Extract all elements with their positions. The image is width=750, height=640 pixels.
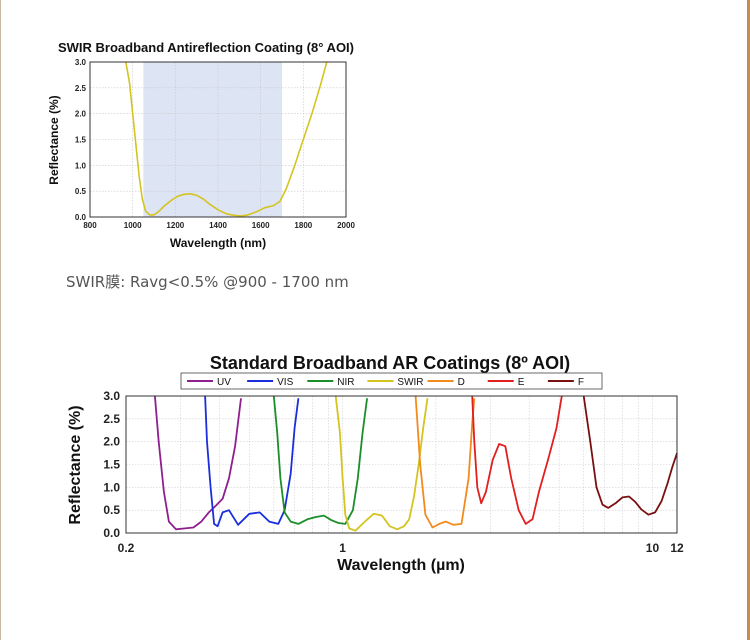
broadband-x-tick-label: 12: [670, 541, 684, 555]
legend-label: SWIR: [397, 377, 423, 388]
broadband-series-line-nir: [272, 395, 368, 525]
broadband-series-line-uv: [154, 395, 242, 531]
swir-x-axis-label: Wavelength (nm): [170, 236, 266, 250]
legend-label: NIR: [337, 377, 354, 388]
legend-item-f: F: [547, 377, 584, 388]
legend-label: E: [518, 377, 525, 388]
broadband-y-tick-label: 2.0: [103, 435, 120, 449]
swir-x-tick-label: 1600: [252, 221, 270, 230]
broadband-series-line-f: [582, 395, 678, 516]
legend-label: F: [578, 377, 584, 388]
broadband-y-tick-label: 3.0: [103, 389, 120, 403]
page-left-border: [0, 0, 1, 640]
broadband-plot-frame: [125, 395, 678, 534]
swir-chart-title: SWIR Broadband Antireflection Coating (8…: [58, 40, 354, 55]
swir-series-line: [125, 61, 328, 217]
broadband-series-line-d: [414, 395, 476, 529]
broadband-series-line-e: [471, 395, 563, 525]
legend-item-vis: VIS: [247, 377, 294, 388]
broadband-y-tick-label: 2.5: [103, 412, 120, 426]
broadband-x-tick-label: 1: [339, 541, 346, 555]
swir-x-tick-label: 1800: [294, 221, 312, 230]
broadband-y-tick-label: 0.5: [103, 503, 120, 517]
swir-y-tick-label: 2.5: [75, 84, 87, 93]
swir-y-tick-label: 1.5: [75, 136, 87, 145]
swir-series-group: [125, 61, 328, 217]
swir-tick-labels: 800 1000 1200 1400 1600 1800 2000 0.0 0.5 1.0 1.5 2…: [75, 58, 356, 230]
broadband-tick-labels: 0.2 1 10 12 0.0 0.5 1.0 1.5 2.0 2.5 3.0: [103, 389, 684, 555]
broadband-y-tick-label: 0.0: [103, 526, 120, 540]
swir-y-tick-label: 2.0: [75, 110, 87, 119]
broadband-ar-chart: Standard Broadband AR Coatings (8º AOI) …: [67, 353, 684, 574]
swir-y-tick-label: 0.0: [75, 213, 87, 222]
swir-y-tick-label: 0.5: [75, 187, 87, 196]
swir-reflectance-chart: SWIR Broadband Antireflection Coating (8…: [47, 40, 356, 250]
broadband-x-axis-label: Wavelength (µm): [337, 557, 465, 574]
broadband-x-tick-label: 0.2: [118, 541, 135, 555]
legend-item-uv: UV: [187, 377, 231, 388]
broadband-chart-title: Standard Broadband AR Coatings (8º AOI): [210, 353, 570, 373]
legend-item-nir: NIR: [307, 377, 355, 388]
legend-item-swir: SWIR: [367, 377, 424, 388]
broadband-x-tick-label: 10: [646, 541, 660, 555]
legend-label: D: [458, 377, 465, 388]
swir-x-tick-label: 1000: [124, 221, 142, 230]
swir-y-tick-label: 1.0: [75, 161, 87, 170]
broadband-series-group: [154, 395, 678, 532]
broadband-series-line-vis: [204, 395, 300, 528]
swir-x-tick-label: 1400: [209, 221, 227, 230]
swir-spec-caption: SWIR膜: Ravg<0.5% @900 - 1700 nm: [66, 273, 349, 291]
page-right-border: [747, 0, 750, 640]
broadband-y-tick-label: 1.5: [103, 458, 120, 472]
swir-y-axis-label: Reflectance (%): [47, 95, 61, 184]
swir-x-tick-label: 2000: [337, 221, 355, 230]
legend-label: UV: [217, 377, 231, 388]
swir-x-tick-label: 1200: [166, 221, 184, 230]
swir-plot-frame: [89, 61, 347, 218]
broadband-series-line-swir: [334, 395, 429, 532]
broadband-legend: UV VIS NIR SWIR D E F: [180, 372, 603, 390]
legend-label: VIS: [277, 377, 293, 388]
broadband-y-axis-label: Reflectance (%): [67, 405, 84, 524]
legend-item-e: E: [487, 377, 525, 388]
swir-x-tick-label: 800: [83, 221, 97, 230]
broadband-y-tick-label: 1.0: [103, 480, 120, 494]
legend-item-d: D: [427, 377, 465, 388]
swir-y-tick-label: 3.0: [75, 58, 87, 67]
